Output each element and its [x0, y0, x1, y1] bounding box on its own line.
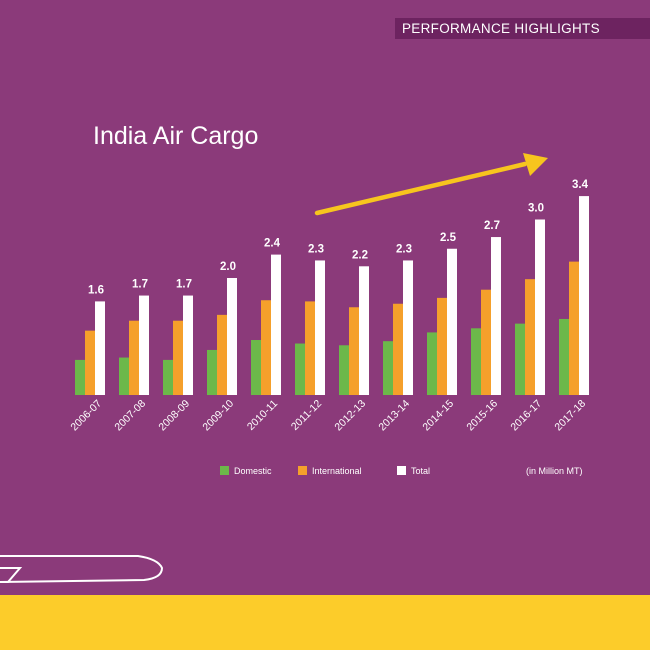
section-header-label: PERFORMANCE HIGHLIGHTS — [402, 21, 600, 36]
airplane-outline-icon — [0, 555, 164, 583]
legend-swatch-total — [397, 466, 406, 475]
bar-total-2016-17 — [535, 219, 545, 395]
bar-international-2009-10 — [217, 314, 227, 395]
bar-domestic-2016-17 — [515, 323, 525, 395]
x-tick-label-2014-15: 2014-15 — [420, 398, 456, 434]
x-tick-label-2016-17: 2016-17 — [508, 398, 544, 434]
trend-arrow-icon — [314, 153, 548, 216]
bar-international-2008-09 — [173, 320, 183, 395]
bar-total-2008-09 — [183, 295, 193, 395]
value-label-2007-08: 1.7 — [132, 279, 148, 291]
bar-international-2006-07 — [85, 330, 95, 395]
bar-domestic-2010-11 — [251, 340, 261, 395]
x-axis-tick-labels: 2006-07 2007-08 2008-09 2009-10 2010-11 2011-… — [68, 398, 588, 434]
x-tick-label-2009-10: 2009-10 — [200, 398, 236, 434]
value-label-2014-15: 2.5 — [440, 232, 457, 244]
bar-total-2012-13 — [359, 266, 369, 395]
bar-international-2011-12 — [305, 301, 315, 395]
x-tick-label-2011-12: 2011-12 — [289, 398, 324, 433]
legend-label-domestic: Domestic — [234, 466, 272, 476]
x-tick-label-2015-16: 2015-16 — [464, 398, 500, 434]
bar-domestic-2007-08 — [119, 357, 129, 395]
bar-total-2015-16 — [491, 237, 501, 395]
bar-total-2011-12 — [315, 260, 325, 395]
legend-label-international: International — [312, 466, 362, 476]
bar-total-2009-10 — [227, 278, 237, 395]
bar-total-2010-11 — [271, 254, 281, 395]
x-tick-label-2006-07: 2006-07 — [68, 398, 104, 434]
x-tick-label-2010-11: 2010-11 — [245, 398, 280, 433]
value-label-2009-10: 2.0 — [220, 261, 236, 273]
bar-domestic-2006-07 — [75, 359, 85, 395]
x-tick-label-2017-18: 2017-18 — [552, 398, 588, 434]
value-label-2016-17: 3.0 — [528, 203, 544, 215]
value-label-2010-11: 2.4 — [264, 238, 281, 250]
x-tick-label-2013-14: 2013-14 — [376, 398, 412, 434]
footer-band — [0, 595, 650, 650]
bar-group — [75, 196, 589, 395]
bar-domestic-2015-16 — [471, 328, 481, 395]
chart-title: India Air Cargo — [93, 122, 259, 150]
section-header-bar: PERFORMANCE HIGHLIGHTS — [395, 18, 650, 39]
x-tick-label-2012-13: 2012-13 — [332, 398, 368, 434]
bar-domestic-2009-10 — [207, 349, 217, 395]
bar-international-2012-13 — [349, 307, 359, 395]
value-label-2011-12: 2.3 — [308, 243, 324, 255]
bar-total-2006-07 — [95, 301, 105, 395]
value-label-2013-14: 2.3 — [396, 243, 412, 255]
legend-swatch-domestic — [220, 466, 229, 475]
bar-total-2017-18 — [579, 196, 589, 395]
value-label-2008-09: 1.7 — [176, 279, 192, 291]
bar-domestic-2008-09 — [163, 359, 173, 395]
x-tick-label-2007-08: 2007-08 — [112, 398, 148, 434]
bar-international-2007-08 — [129, 320, 139, 395]
bar-total-2007-08 — [139, 295, 149, 395]
bar-domestic-2012-13 — [339, 345, 349, 395]
legend-swatch-international — [298, 466, 307, 475]
value-label-2017-18: 3.4 — [572, 179, 589, 191]
bar-domestic-2013-14 — [383, 341, 393, 395]
bar-total-2013-14 — [403, 260, 413, 395]
bar-domestic-2017-18 — [559, 318, 569, 395]
value-labels: 1.6 1.7 1.7 2.0 2.4 2.3 2.2 2.3 2.5 2.7 3.0 3.4 — [88, 179, 589, 296]
bar-international-2010-11 — [261, 300, 271, 395]
bar-domestic-2011-12 — [295, 343, 305, 395]
bar-domestic-2014-15 — [427, 332, 437, 395]
legend-label-total: Total — [411, 466, 430, 476]
bar-international-2016-17 — [525, 279, 535, 395]
bar-international-2015-16 — [481, 289, 491, 395]
bar-international-2017-18 — [569, 261, 579, 395]
bar-international-2013-14 — [393, 303, 403, 395]
x-tick-label-2008-09: 2008-09 — [156, 398, 192, 434]
bar-international-2014-15 — [437, 297, 447, 395]
unit-note: (in Million MT) — [526, 466, 583, 476]
value-label-2015-16: 2.7 — [484, 220, 500, 232]
value-label-2012-13: 2.2 — [352, 249, 368, 261]
value-label-2006-07: 1.6 — [88, 284, 104, 296]
bar-total-2014-15 — [447, 248, 457, 395]
legend: Domestic International Total (in Million… — [220, 466, 583, 476]
